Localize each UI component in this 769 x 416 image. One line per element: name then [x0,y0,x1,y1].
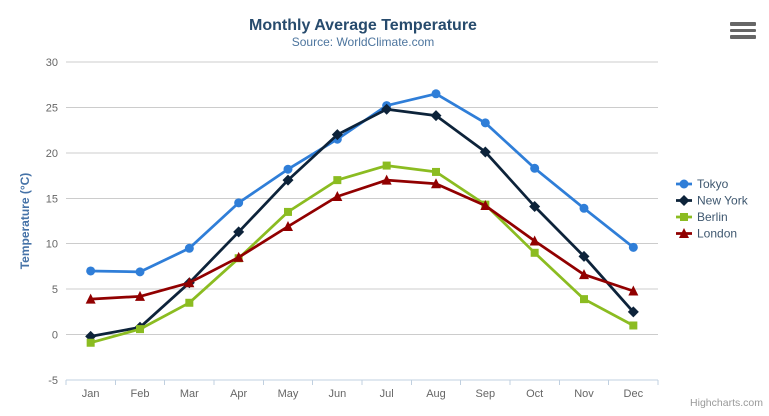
point-marker[interactable] [135,290,145,301]
y-axis-tick-label: 0 [52,330,58,342]
y-axis-tick-label: 25 [46,102,58,114]
y-axis-tick-label: 15 [46,193,58,205]
hamburger-icon [730,35,756,39]
axes-group: Jan Feb Mar Apr May Jun Jul Aug Sep Oct Nov Dec [65,379,659,400]
y-axis-tick-label: 10 [46,239,58,251]
series-group [85,89,639,347]
point-marker[interactable] [679,228,689,238]
legend-item-berlin[interactable]: Berlin [676,210,728,224]
series-london [85,174,639,304]
series-tokyo [86,89,638,277]
hamburger-icon [730,22,756,26]
point-marker[interactable] [184,243,194,253]
point-marker[interactable] [185,298,194,307]
point-marker[interactable] [86,338,95,347]
point-marker[interactable] [333,176,342,185]
point-marker[interactable] [432,167,440,176]
legend-label-london: London [697,227,737,241]
y-axis-tick-label: 5 [52,284,58,296]
legend: Tokyo New York Berlin London [676,177,749,241]
chart-subtitle: Source: WorldClimate.com [292,35,435,49]
x-axis-label: Mar [180,388,199,400]
legend-label-berlin: Berlin [697,210,728,224]
point-marker[interactable] [233,251,244,262]
point-marker[interactable] [283,164,293,174]
y-axis-tick-label: -5 [48,375,58,387]
point-marker[interactable] [233,226,245,238]
x-axis-label: Feb [131,388,150,400]
point-marker[interactable] [579,269,589,280]
series-line-london [89,178,635,301]
point-marker[interactable] [332,190,343,201]
x-axis-label: Nov [574,388,594,400]
x-axis-label: Jan [82,388,100,400]
legend-item-new-york[interactable]: New York [676,194,749,208]
point-marker[interactable] [480,200,491,211]
series-line-berlin [89,164,635,345]
point-marker[interactable] [579,203,589,213]
legend-label-tokyo: Tokyo [697,177,729,191]
legend-item-london[interactable]: London [676,227,737,241]
legend-item-tokyo[interactable]: Tokyo [676,177,729,191]
point-marker[interactable] [628,242,638,252]
point-marker[interactable] [529,235,540,246]
point-marker[interactable] [382,161,391,170]
point-marker[interactable] [184,277,195,288]
point-marker[interactable] [234,198,244,208]
export-menu-button[interactable] [728,20,758,41]
point-marker[interactable] [627,306,639,318]
point-marker[interactable] [136,325,144,334]
x-axis-label: May [278,388,299,400]
x-axis-label: Dec [624,388,644,400]
point-marker[interactable] [530,163,540,173]
point-marker[interactable] [431,89,441,99]
chart-title: Monthly Average Temperature [249,17,477,34]
point-marker[interactable] [580,295,588,304]
point-marker[interactable] [381,174,392,185]
legend-label-new-york: New York [697,194,749,208]
point-marker[interactable] [679,179,689,189]
gridlines-group: -5 0 5 10 15 20 25 30 [46,57,658,387]
x-axis-label: Aug [426,388,446,400]
y-axis-tick-label: 30 [46,57,58,69]
point-marker[interactable] [680,213,688,221]
point-marker[interactable] [85,293,96,304]
point-marker[interactable] [135,267,145,277]
series-line-new-york [89,107,635,338]
x-axis-label: Apr [230,388,247,400]
point-marker[interactable] [578,250,590,262]
x-axis-label: Oct [526,388,543,400]
hamburger-icon [730,28,756,32]
point-marker[interactable] [86,266,96,276]
point-marker[interactable] [629,321,638,330]
x-axis-label: Jun [328,388,346,400]
credits-link[interactable]: Highcharts.com [690,397,763,409]
point-marker[interactable] [282,174,294,186]
y-axis-tick-label: 20 [46,148,58,160]
point-marker[interactable] [431,178,441,189]
point-marker[interactable] [331,129,343,141]
x-axis-label: Jul [380,388,394,400]
point-marker[interactable] [430,110,442,122]
y-axis-title: Temperature (°C) [18,173,32,270]
point-marker[interactable] [529,200,541,212]
point-marker[interactable] [628,285,639,296]
point-marker[interactable] [283,220,293,231]
point-marker[interactable] [479,146,491,158]
point-marker[interactable] [284,207,292,216]
point-marker[interactable] [530,248,539,257]
point-marker[interactable] [381,103,393,115]
series-new-york [85,103,639,342]
x-axis-label: Sep [476,388,496,400]
point-marker[interactable] [678,195,690,206]
point-marker[interactable] [480,118,490,128]
